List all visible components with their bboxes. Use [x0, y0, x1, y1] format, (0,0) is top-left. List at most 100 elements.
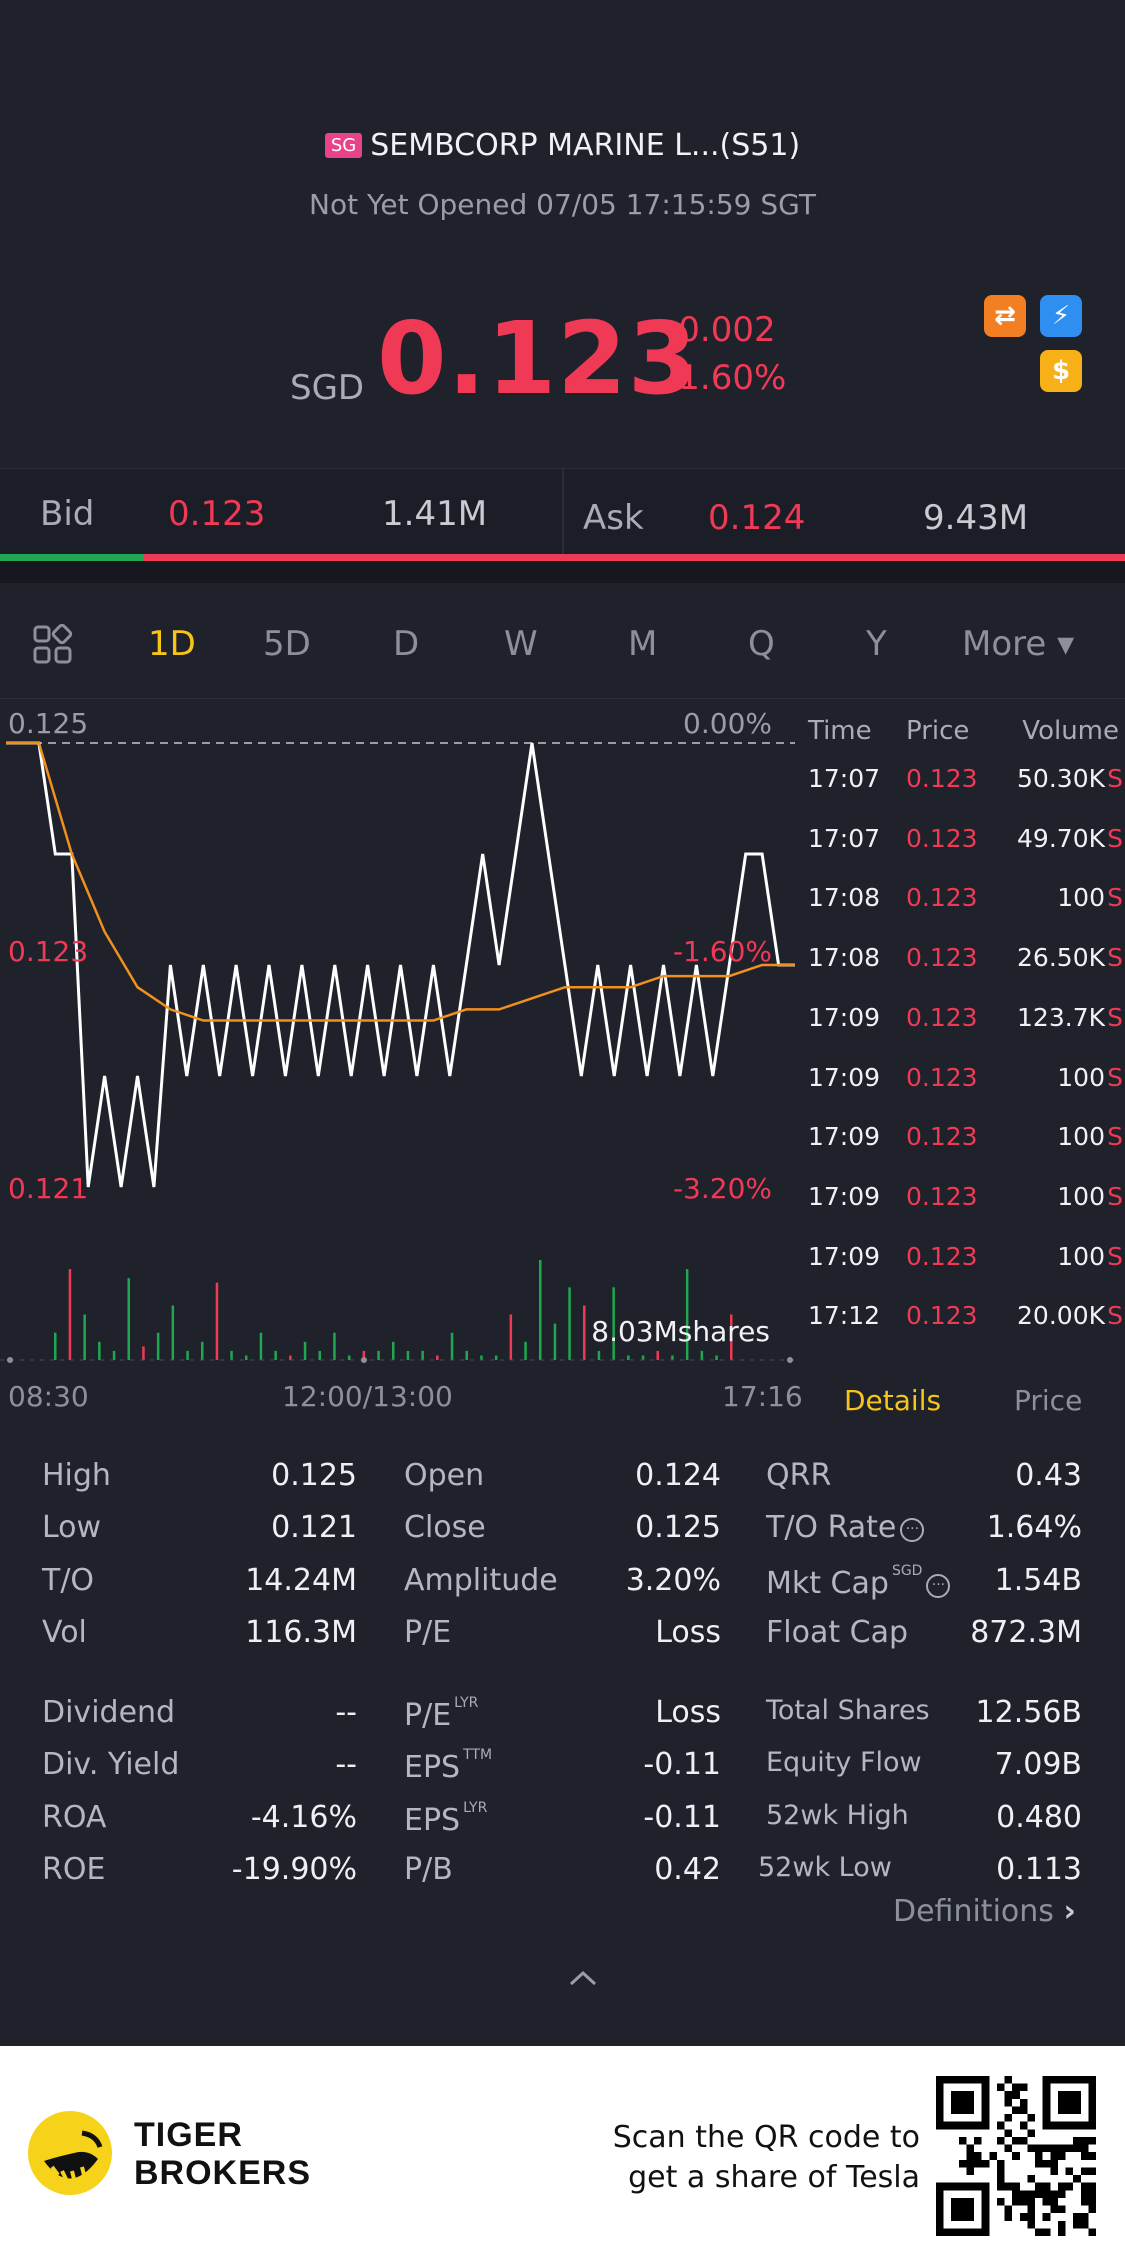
volume-bar — [627, 1355, 630, 1360]
trade-volume: 26.50K — [1017, 943, 1105, 973]
brand-name-line2: BROKERS — [134, 2154, 312, 2192]
volume-bar — [421, 1350, 424, 1360]
stat-value: 0.121 — [271, 1510, 357, 1545]
stat-label: Close — [404, 1510, 486, 1545]
trade-price: 0.123 — [906, 1122, 978, 1152]
trade-volume: 100 — [1057, 1241, 1105, 1271]
stat-value: -- — [335, 1747, 357, 1782]
bid-size: 1.41M — [382, 494, 488, 534]
volume-bar — [127, 1278, 130, 1360]
tabs-divider — [0, 698, 1125, 699]
volume-bar — [289, 1355, 292, 1360]
ask-size: 9.43M — [923, 498, 1029, 538]
tab-price[interactable]: Price — [1014, 1384, 1083, 1417]
volume-bar — [641, 1355, 645, 1360]
trade-time: 17:09 — [808, 1122, 881, 1152]
volume-bar — [377, 1350, 380, 1360]
trade-time: 17:07 — [808, 764, 881, 793]
stat-label-text: Close — [404, 1510, 486, 1545]
ask-label: Ask — [583, 498, 644, 538]
stat-value: 0.125 — [635, 1510, 721, 1545]
stat-label-text: Total Shares — [766, 1695, 930, 1726]
volume-bar — [730, 1314, 733, 1360]
tab-year[interactable]: Y — [866, 624, 887, 664]
volume-bar — [450, 1332, 454, 1360]
stat-label-text: P/E — [404, 1615, 452, 1650]
trade-shortcut-icon[interactable]: ⇄ — [984, 295, 1026, 337]
stat-label-text: High — [42, 1458, 111, 1493]
stat-value: -- — [335, 1695, 357, 1730]
trade-price: 0.123 — [906, 1002, 978, 1032]
trade-row: 17:07 0.123 50.30K S — [800, 764, 1125, 804]
stat-value: 0.113 — [996, 1852, 1082, 1887]
stat-label: P/E LYR — [404, 1695, 478, 1733]
stat-value: 14.24M — [245, 1563, 357, 1598]
tab-5d[interactable]: 5D — [263, 624, 311, 664]
volume-bar — [494, 1355, 498, 1360]
grid-icon[interactable] — [32, 624, 74, 666]
stat-label: Equity Flow — [766, 1747, 922, 1778]
trade-volume: 49.70K — [1017, 823, 1105, 853]
stat-value: 0.480 — [996, 1800, 1082, 1835]
volume-bar — [83, 1314, 86, 1360]
trade-side: S — [1107, 764, 1123, 793]
stat-value: 1.54B — [994, 1563, 1082, 1598]
stat-label-superscript: TTM — [463, 1747, 493, 1763]
stat-label-text: Float Cap — [766, 1615, 909, 1650]
bid-ratio-fill — [0, 554, 144, 561]
trade-price: 0.123 — [906, 1062, 978, 1092]
volume-bar — [171, 1305, 175, 1360]
stat-label-text: Equity Flow — [766, 1747, 922, 1778]
promo-text-line2: get a share of Tesla — [628, 2160, 920, 2195]
trade-volume: 100 — [1057, 883, 1105, 913]
volume-bar — [54, 1332, 57, 1360]
volume-bar — [436, 1355, 439, 1360]
stat-label-text: P/B — [404, 1852, 453, 1887]
stat-label-superscript: LYR — [454, 1695, 479, 1711]
period-tabs: 1D 5D D W M Q Y More ▾ — [0, 610, 1125, 680]
stat-label-text: Dividend — [42, 1695, 176, 1730]
volume-bar — [142, 1346, 145, 1360]
volume-bar — [480, 1355, 483, 1360]
tab-month[interactable]: M — [628, 624, 658, 664]
stat-value: 0.125 — [271, 1458, 357, 1493]
tab-week[interactable]: W — [504, 624, 538, 664]
dollar-icon[interactable]: $ — [1040, 350, 1082, 392]
tab-1d[interactable]: 1D — [148, 624, 196, 664]
stat-label: Float Cap — [766, 1615, 908, 1650]
trade-side: S — [1107, 823, 1123, 853]
stat-label: Mkt Cap SGD··· — [766, 1563, 951, 1601]
info-circle-icon[interactable]: ··· — [900, 1518, 925, 1542]
stat-value: 0.124 — [635, 1458, 721, 1493]
volume-bar — [333, 1332, 336, 1360]
volume-bar — [568, 1287, 571, 1360]
axis-dot-start — [7, 1357, 13, 1363]
stat-label: EPS TTM — [404, 1747, 492, 1785]
tab-day[interactable]: D — [393, 624, 420, 664]
definitions-link[interactable]: Definitions › — [893, 1894, 1076, 1929]
stat-value: Loss — [655, 1695, 721, 1730]
trade-time: 17:09 — [808, 1181, 881, 1211]
volume-bar — [201, 1341, 204, 1360]
stat-value: -4.16% — [250, 1800, 357, 1835]
stat-value: 116.3M — [245, 1615, 357, 1650]
bid-ask-ratio-bar — [0, 554, 1125, 561]
info-circle-icon[interactable]: ··· — [926, 1574, 951, 1598]
tab-quarter[interactable]: Q — [748, 624, 775, 664]
tab-more[interactable]: More ▾ — [962, 624, 1075, 664]
stat-value: 872.3M — [970, 1615, 1082, 1650]
volume-bar — [186, 1350, 189, 1360]
tiger-logo-icon — [28, 2111, 112, 2195]
tab-details[interactable]: Details — [844, 1384, 942, 1417]
intraday-chart[interactable]: 0.125 0.00% 0.123 -1.60% 0.121 -3.20% 8.… — [0, 700, 800, 1380]
lightning-icon[interactable]: ⚡ — [1040, 295, 1082, 337]
volume-bar — [685, 1269, 689, 1360]
volume-bar — [112, 1350, 116, 1360]
stock-title[interactable]: SG SEMBCORP MARINE L...(S51) — [0, 128, 1125, 163]
ask-price: 0.124 — [708, 498, 806, 538]
time-start: 08:30 — [8, 1380, 89, 1413]
trades-header-price: Price — [906, 716, 970, 746]
chevron-up-icon[interactable] — [568, 1968, 598, 1988]
price-change: -0.002 — [666, 310, 776, 350]
volume-bars — [54, 1260, 733, 1360]
